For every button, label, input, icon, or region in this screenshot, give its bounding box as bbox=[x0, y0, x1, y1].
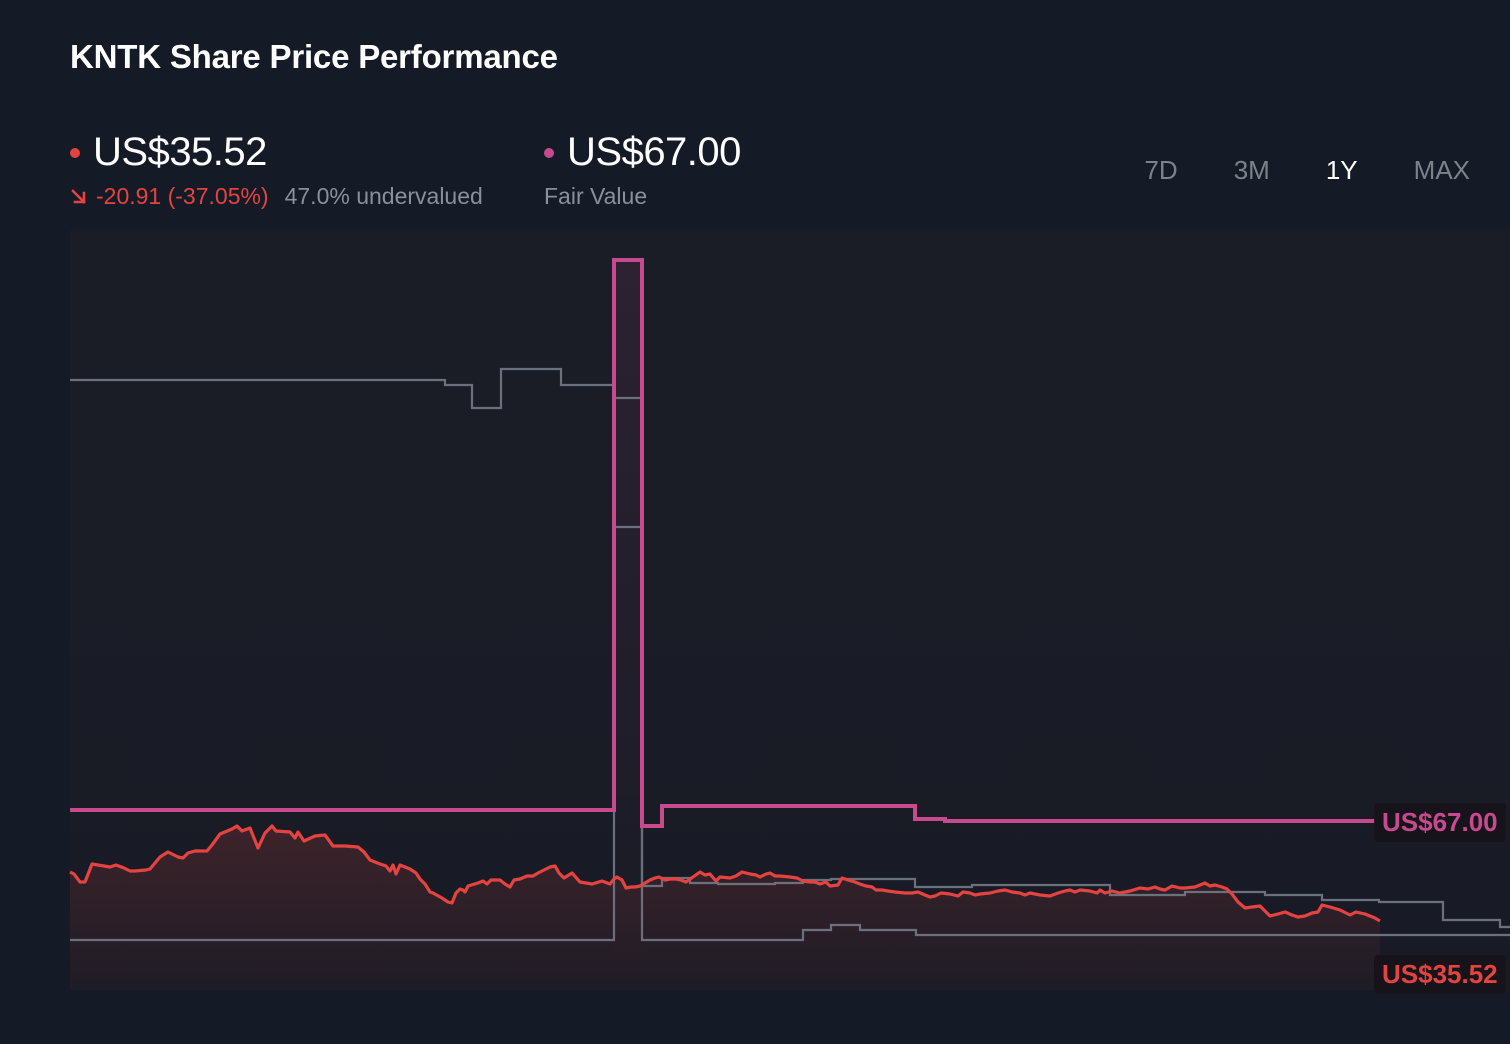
timeframe-max[interactable]: MAX bbox=[1413, 155, 1470, 185]
fair-value-dot-icon bbox=[544, 147, 554, 158]
fair-value-spike-fill bbox=[614, 260, 642, 990]
price-tag: US$35.52 bbox=[1374, 955, 1506, 994]
fair-value-value: US$67.00 bbox=[567, 130, 741, 174]
fair-value-line bbox=[70, 258, 1375, 828]
fair-value-tag: US$67.00 bbox=[1374, 803, 1506, 842]
price-dot-icon bbox=[70, 147, 80, 158]
price-area-fill bbox=[70, 826, 1380, 990]
chart-title: KNTK Share Price Performance bbox=[70, 38, 558, 75]
analyst-low-line bbox=[70, 525, 1510, 942]
current-price-block: US$35.52 -20.91 (-37.05%) 47.0% underval… bbox=[70, 130, 483, 210]
timeframe-selector: 7D 3M 1Y MAX bbox=[1116, 155, 1482, 186]
fair-value-block: US$67.00 Fair Value bbox=[544, 130, 741, 210]
timeframe-3m[interactable]: 3M bbox=[1233, 155, 1270, 185]
price-change: -20.91 (-37.05%) bbox=[70, 183, 269, 210]
arrow-down-right-icon bbox=[71, 188, 86, 204]
valuation-note: 47.0% undervalued bbox=[284, 183, 483, 209]
price-change-text: -20.91 (-37.05%) bbox=[96, 183, 269, 209]
price-line bbox=[69, 824, 1381, 923]
timeframe-7d[interactable]: 7D bbox=[1144, 155, 1178, 185]
timeframe-1y[interactable]: 1Y bbox=[1325, 155, 1358, 185]
fair-value-label: Fair Value bbox=[544, 183, 648, 209]
current-price-value: US$35.52 bbox=[93, 130, 267, 174]
